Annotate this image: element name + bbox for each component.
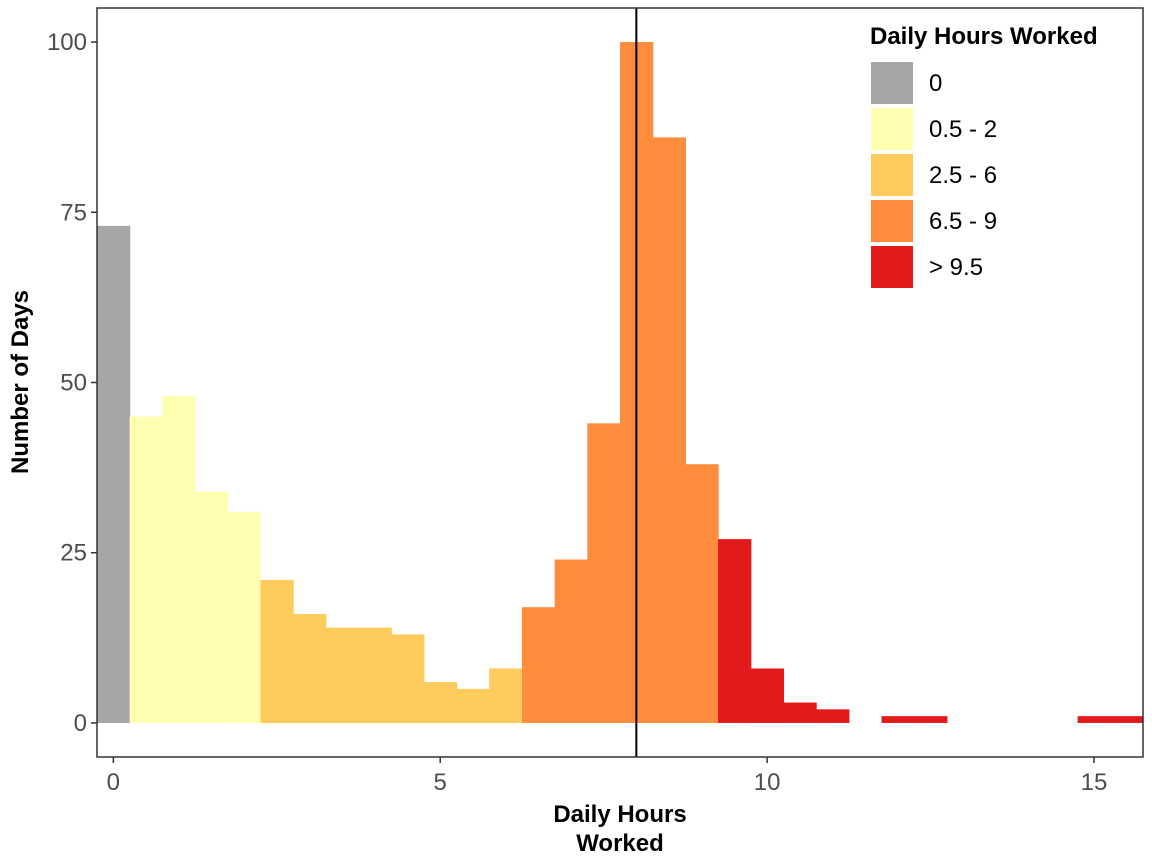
legend-label-0: 0 xyxy=(929,70,942,97)
legend-key-1 xyxy=(871,108,913,150)
x-axis: 0 5 10 15 xyxy=(107,757,1108,796)
histogram-bar-25 xyxy=(1077,716,1111,723)
legend: Daily Hours Worked 0 0.5 - 2 2.5 - 6 6.5 - … xyxy=(870,23,1098,288)
legend-key-2 xyxy=(871,154,913,196)
histogram-bar-14 xyxy=(554,559,588,723)
x-axis-title-line-1: Daily Hours xyxy=(553,801,686,828)
histogram-bar-2 xyxy=(162,396,196,723)
histogram-bar-8 xyxy=(358,627,392,723)
y-axis-title: Number of Days xyxy=(7,290,34,474)
histogram-bar-9 xyxy=(391,634,425,723)
y-tick-label-0: 0 xyxy=(74,710,87,737)
x-tick-label-5: 5 xyxy=(434,769,447,796)
legend-title: Daily Hours Worked xyxy=(870,23,1098,50)
legend-key-0 xyxy=(871,62,913,104)
histogram-bar-24 xyxy=(914,716,948,723)
histogram-bar-13 xyxy=(521,607,556,723)
histogram-bar-18 xyxy=(685,464,719,723)
histogram-bar-0 xyxy=(97,225,131,723)
histogram-bar-22 xyxy=(816,709,850,723)
histogram-bars xyxy=(97,42,1144,723)
histogram-bar-15 xyxy=(587,423,621,723)
y-tick-label-50: 50 xyxy=(60,370,87,397)
histogram-bar-12 xyxy=(489,668,523,723)
histogram-bar-3 xyxy=(195,491,229,723)
legend-label-2: 2.5 - 6 xyxy=(929,162,997,189)
histogram-bar-7 xyxy=(325,627,360,723)
x-tick-label-10: 10 xyxy=(754,769,781,796)
histogram-bar-19 xyxy=(718,539,752,723)
legend-label-1: 0.5 - 2 xyxy=(929,116,997,143)
histogram-bar-4 xyxy=(227,511,262,723)
histogram-bar-11 xyxy=(456,688,490,723)
legend-label-4: > 9.5 xyxy=(929,254,983,281)
histogram-bar-10 xyxy=(423,682,458,723)
x-tick-label-15: 15 xyxy=(1081,769,1108,796)
legend-label-3: 6.5 - 9 xyxy=(929,208,997,235)
y-tick-label-100: 100 xyxy=(47,29,87,56)
x-tick-label-0: 0 xyxy=(107,769,120,796)
y-tick-label-25: 25 xyxy=(60,540,87,567)
legend-key-4 xyxy=(871,246,913,288)
histogram-bar-17 xyxy=(652,137,686,723)
histogram-bar-20 xyxy=(750,668,785,723)
y-axis: 0 25 50 75 100 xyxy=(47,29,97,737)
histogram-bar-21 xyxy=(783,702,817,723)
histogram-bar-6 xyxy=(293,614,327,723)
histogram-bar-5 xyxy=(260,579,294,723)
histogram-bar-26 xyxy=(1110,716,1144,723)
histogram-bar-1 xyxy=(129,416,163,723)
legend-key-3 xyxy=(871,200,913,242)
y-tick-label-75: 75 xyxy=(60,199,87,226)
x-axis-title-line-2: Worked xyxy=(576,830,664,857)
histogram-bar-23 xyxy=(881,716,915,723)
